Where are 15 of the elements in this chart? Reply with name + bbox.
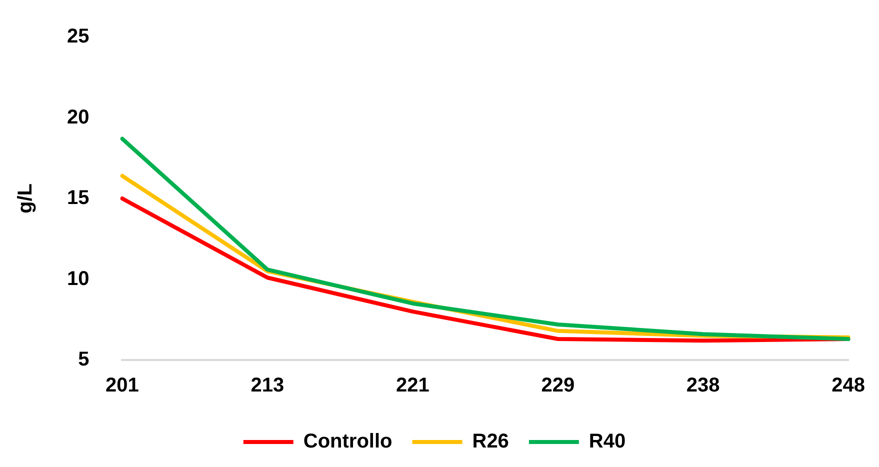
- y-tick-label: 5: [78, 348, 90, 371]
- x-tick-label: 248: [832, 374, 866, 397]
- x-tick-label: 238: [686, 374, 720, 397]
- y-tick-label: 15: [66, 187, 90, 210]
- x-tick-label: 221: [396, 374, 430, 397]
- x-tick-label: 201: [106, 374, 139, 397]
- legend-label: R40: [588, 430, 626, 453]
- y-tick-label: 25: [66, 26, 90, 48]
- x-tick-label: 213: [250, 374, 284, 397]
- legend-label: Controllo: [303, 430, 392, 453]
- y-axis-title: g/L: [14, 184, 37, 214]
- y-tick-label: 10: [66, 268, 90, 290]
- y-tick-label: 20: [66, 106, 90, 128]
- legend-label: R26: [472, 430, 509, 453]
- x-tick-label: 229: [541, 374, 575, 397]
